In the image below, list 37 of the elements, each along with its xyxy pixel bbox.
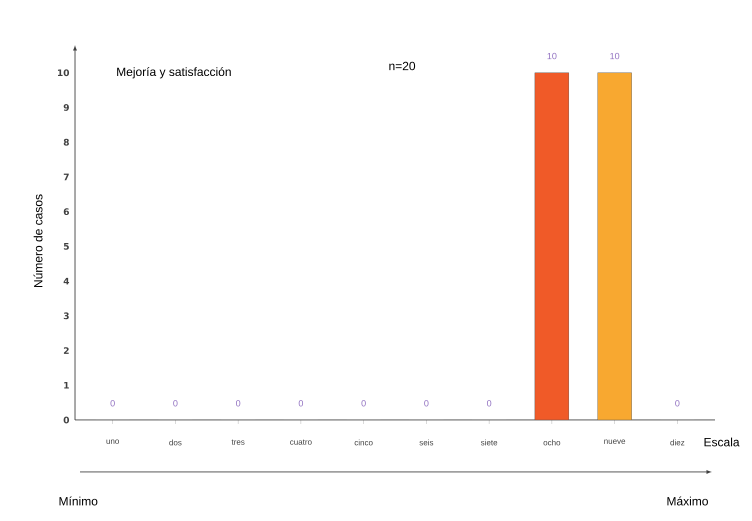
y-tick-label: 1 [64, 382, 69, 389]
y-tick-label: 10 [58, 69, 70, 76]
data-label: 10 [610, 52, 620, 60]
data-label: 0 [298, 400, 304, 406]
x-tick-label: tres [232, 440, 245, 445]
x-tick-label: dos [169, 440, 182, 446]
text: n=20 [389, 62, 416, 70]
y-tick-label: 0 [64, 416, 70, 424]
x-tick-label: siete [480, 440, 498, 446]
data-label: 0 [361, 400, 366, 406]
text: Máximo [667, 496, 708, 506]
data-label: 0 [173, 400, 178, 406]
x-tick-label: seis [419, 440, 434, 446]
y-axis-title: Número de casos [34, 194, 42, 288]
data-label: 10 [548, 52, 557, 60]
x-tick-label: cuatro [290, 440, 312, 445]
chart-title: Mejoría y satisfacción [117, 67, 231, 78]
x-axis-title: Escala [704, 438, 740, 446]
y-tick-label: 3 [64, 312, 69, 320]
data-label: 0 [486, 400, 492, 406]
data-label: 0 [424, 400, 429, 406]
x-tick-label: cinco [354, 440, 373, 446]
y-tick-label: 6 [64, 208, 69, 216]
y-tick-label: 2 [64, 347, 69, 354]
data-label: 0 [675, 400, 680, 406]
text: Mínimo [60, 496, 98, 506]
x-tick-label: ocho [544, 440, 560, 446]
data-label: 0 [110, 400, 115, 406]
y-tick-label: 9 [64, 104, 69, 111]
x-tick-label: diez [670, 440, 684, 446]
y-tick-label: 4 [64, 278, 70, 284]
x-tick-label: nueve [604, 440, 626, 444]
data-label: 0 [236, 400, 240, 406]
y-tick-label: 7 [64, 174, 69, 180]
x-tick-label: uno [106, 440, 119, 444]
y-tick-label: 8 [64, 138, 69, 146]
y-tick-label: 5 [64, 243, 69, 250]
